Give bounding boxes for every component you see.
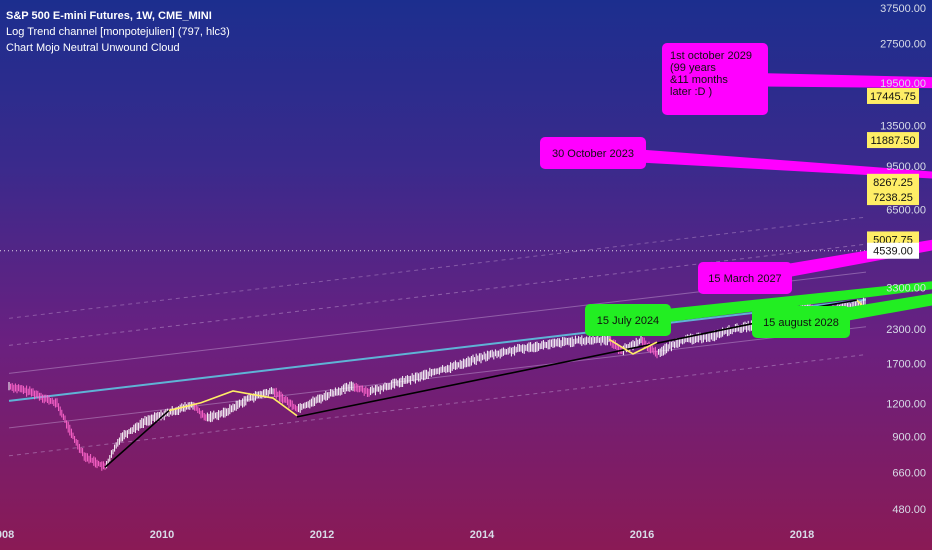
price-tag-11887-50[interactable]: 11887.50 [867,132,919,149]
indicator-mojo-cloud[interactable]: Chart Mojo Neutral Unwound Cloud [6,42,180,54]
hist-trend-2011-2018 [296,309,818,418]
price-tick-label: 37500.00 [880,3,926,15]
hist-arrow-2009 [104,409,170,468]
price-tick-label: 3300.00 [886,282,926,294]
note-1st-october-2029[interactable]: 1st october 2029 (99 years &11 months later… [662,43,932,115]
channel-lower-1 [8,326,866,429]
note-1st-october-2029-line: 1st october 2029 [670,50,752,62]
time-axis: 2008201020122014201620182020202220242026… [0,529,814,541]
price-tick-label: 1700.00 [886,359,926,371]
note-1st-october-2029-line: (99 years [670,62,716,74]
note-1st-october-2029-line: &11 months [670,74,728,86]
note-15-july-2024-line: 15 July 2024 [597,315,659,327]
chart-title[interactable]: S&P 500 E-mini Futures, 1W, CME_MINI [6,10,212,22]
price-bars [8,297,866,471]
price-tick-label: 900.00 [892,432,926,444]
trend-midline [8,298,866,402]
note-15-march-2027-box [698,262,792,294]
price-tick-label: 2300.00 [886,324,926,336]
price-tick-label: 27500.00 [880,39,926,51]
note-30-october-2023[interactable]: 30 October 2023 [540,137,932,197]
note-15-august-2028-box [752,306,850,338]
time-tick-label: 2016 [630,529,654,541]
price-tag-label: 4539.00 [873,246,913,258]
note-15-august-2028-text: 15 august 2028 [763,317,839,329]
hist-fib-2016 [608,338,658,355]
price-tag-4539-00[interactable]: 4539.00 [867,242,919,259]
hist-fib-2011 [168,390,298,417]
price-tag-bg [867,173,919,190]
price-tick-label: 13500.00 [880,120,926,132]
price-tag-bg [867,132,919,149]
price-tag-8267-25[interactable]: 8267.25 [867,173,919,190]
price-tag-17445-75[interactable]: 17445.75 [867,87,919,104]
note-15-july-2024-box [585,304,671,336]
price-tag-bg [867,87,919,104]
note-15-july-2024-text: 15 July 2024 [597,315,659,327]
note-30-october-2023-pointer [592,146,932,179]
legend: S&P 500 E-mini Futures, 1W, CME_MINI Log… [6,8,230,56]
price-tag-7238-25[interactable]: 7238.25 [867,189,919,206]
indicator-log-trend[interactable]: Log Trend channel [monpotejulien] (797, … [6,26,230,38]
time-tick-label: 2012 [310,529,334,541]
price-tick-label: 1200.00 [886,399,926,411]
price-tag-label: 17445.75 [870,91,916,103]
price-tag-bg [867,242,919,259]
note-30-october-2023-box [540,137,646,169]
plot-area [0,216,866,471]
price-axis: 37500.00 27500.00 19500.00 13500.00 9500.00 6… [880,3,926,516]
price-tick-label: 480.00 [892,504,926,516]
price-tag-label: 11887.50 [870,135,915,147]
note-30-october-2023-line: 30 October 2023 [552,148,634,160]
note-1st-october-2029-line: later :D ) [670,86,712,98]
price-tick-label: 19500.00 [880,78,926,90]
note-1st-october-2029-pointer [714,72,932,89]
channel-upper-3 [8,216,866,319]
price-tick-label: 9500.00 [886,161,926,173]
note-1st-october-2029-text: 1st october 2029 (99 years &11 months later… [670,50,752,98]
note-15-july-2024[interactable]: 15 July 2024 [585,239,932,336]
time-tick-label: 2008 [0,529,14,541]
time-tick-label: 2014 [470,529,495,541]
note-1st-october-2029-box [662,43,768,115]
note-15-july-2024-pointer [627,281,932,327]
price-tag-label: 7238.25 [873,192,913,204]
price-tag-bg [867,189,919,206]
channel-upper-1 [8,271,866,374]
time-tick-label: 2010 [150,529,174,541]
note-15-march-2027-text: 15 March 2027 [708,273,781,285]
note-15-august-2028-line: 15 august 2028 [763,317,839,329]
time-tick-label: 2018 [790,529,814,541]
price-tag-label: 8267.25 [873,177,913,189]
note-15-august-2028[interactable]: 15 august 2028 [752,182,932,338]
price-tick-label: 6500.00 [886,204,926,216]
note-30-october-2023-text: 30 October 2023 [552,148,634,160]
note-15-march-2027-line: 15 March 2027 [708,273,781,285]
price-tick-label: 660.00 [892,467,926,479]
